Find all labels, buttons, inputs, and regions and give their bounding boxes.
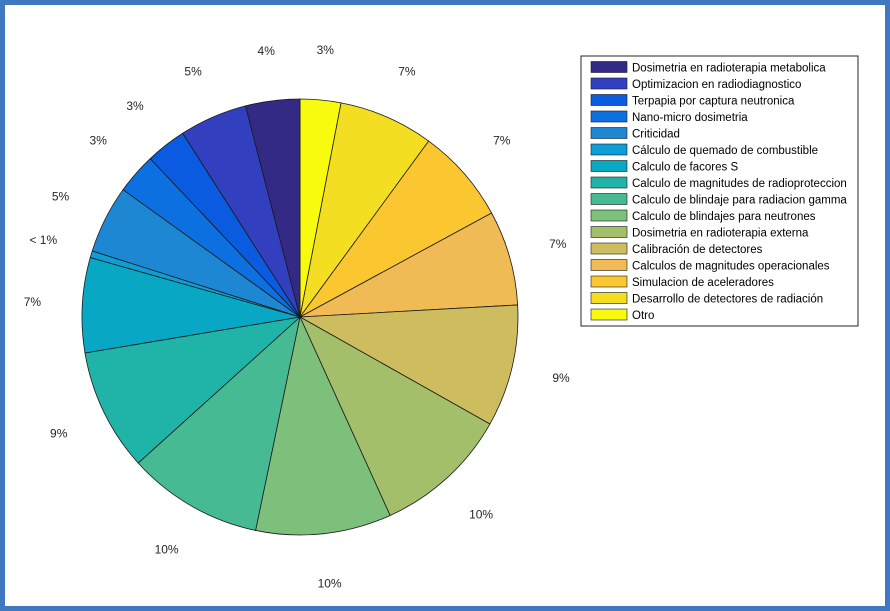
legend-label-calculo-de-blindajes-para-neutrones: Calculo de blindajes para neutrones [632,211,816,223]
legend-label-simulacion-de-aceleradores: Simulacion de aceleradores [632,277,774,289]
legend-swatch-calculos-de-magnitudes-operacionales [590,259,628,271]
legend-swatch-terpapia-por-captura-neutronica [590,94,628,106]
slice-label-otro: 3% [317,43,335,57]
pie-slice-calibracion-de-detectores [298,304,519,425]
pie-slice-calculo-de-blindaje-para-radiacion-gamma [137,315,301,531]
slice-label-nano-micro-dosimetria: 3% [90,134,108,148]
legend-label-calculo-de-quemado-de-combustible: Cálculo de quemado de combustible [632,145,818,157]
legend-swatch-desarrollo-de-detectores-de-radiacion [590,292,628,304]
slice-label-dosimetria-en-radioterapia-externa: 10% [469,508,493,522]
legend-swatch-dosimetria-en-radioterapia-metabolica [590,61,628,73]
legend-label-dosimetria-en-radioterapia-externa: Dosimetria en radioterapia externa [632,228,809,240]
pie-labels: 3% 7% 7% 7% 9% 10% 10% 10% 9% 7% < 1% 5% 3% 3% 5% 4% [24,43,570,590]
slice-label-calculo-de-blindajes-para-neutrones: 10% [318,576,342,590]
legend-swatch-nano-micro-dosimetria [590,110,628,123]
legend-label-dosimetria-en-radioterapia-metabolica: Dosimetria en radioterapia metabolica [632,63,826,75]
slice-label-calculo-de-facores-s: 7% [24,295,42,309]
slice-label-calculos-de-magnitudes-operacionales: 7% [549,237,567,251]
legend-label-desarrollo-de-detectores-de-radiacion: Desarrollo de detectores de radiación [632,294,823,306]
legend-label-terpapia-por-captura-neutronica: Terpapia por captura neutronica [632,96,795,108]
legend-label-optimizacion-en-radiodiagnostico: Optimizacion en radiodiagnostico [632,79,801,91]
legend-swatch-optimizacion-en-radiodiagnostico [590,77,628,90]
legend-swatch-otro [590,308,628,321]
pie-slice-calculo-de-blindajes-para-neutrones [255,315,391,536]
slice-label-calculo-de-blindaje-para-radiacion-gamma: 10% [155,542,179,556]
legend-label-otro: Otro [632,310,654,322]
slice-label-calculo-de-quemado-de-combustible: < 1% [29,233,57,247]
legend-label-calibracion-de-detectores: Calibración de detectores [632,244,763,256]
pie-slices [81,98,519,536]
slice-label-dosimetria-en-radioterapia-metabolica: 4% [258,44,276,58]
slice-label-calculo-de-magnitudes-de-radioproteccion: 9% [50,427,68,441]
legend-swatch-calculo-de-quemado-de-combustible [590,143,628,156]
legend-swatch-calibracion-de-detectores [590,242,628,255]
legend-label-calculo-de-blindaje-para-radiacion-gamma: Calculo de blindaje para radiacion gamma [632,195,847,207]
pie-slice-dosimetria-en-radioterapia-metabolica [245,98,301,318]
legend: Dosimetria en radioterapia metabolica Opt… [580,55,859,327]
legend-swatch-dosimetria-en-radioterapia-externa [590,226,628,238]
slice-label-optimizacion-en-radiodiagnostico: 5% [184,64,202,78]
legend-swatch-calculo-de-magnitudes-de-radioproteccion [590,176,628,189]
legend-swatch-calculo-de-blindajes-para-neutrones [590,209,628,222]
slice-label-simulacion-de-aceleradores: 7% [493,134,511,148]
pie-slice-dosimetria-en-radioterapia-externa [299,316,491,517]
legend-label-calculos-de-magnitudes-operacionales: Calculos de magnitudes operacionales [632,261,830,273]
legend-swatch-calculo-de-blindaje-para-radiacion-gamma [590,193,628,205]
legend-label-calculo-de-magnitudes-de-radioproteccion: Calculo de magnitudes de radioproteccion [632,178,847,190]
slice-label-calibracion-de-detectores: 9% [552,371,570,385]
legend-label-calculo-de-facores-s: Calculo de facores S [632,162,738,174]
legend-label-nano-micro-dosimetria: Nano-micro dosimetria [632,112,748,124]
legend-swatch-calculo-de-facores-s [590,160,628,172]
legend-swatch-simulacion-de-aceleradores [590,275,628,288]
slice-label-desarrollo-de-detectores-de-radiacion: 7% [398,64,416,78]
pie-slice-calculo-de-magnitudes-de-radioproteccion [84,316,302,464]
slice-label-criticidad: 5% [52,190,70,204]
legend-label-criticidad: Criticidad [632,129,680,141]
slice-label-terpapia-por-captura-neutronica: 3% [126,99,144,113]
legend-swatch-criticidad [590,127,628,139]
